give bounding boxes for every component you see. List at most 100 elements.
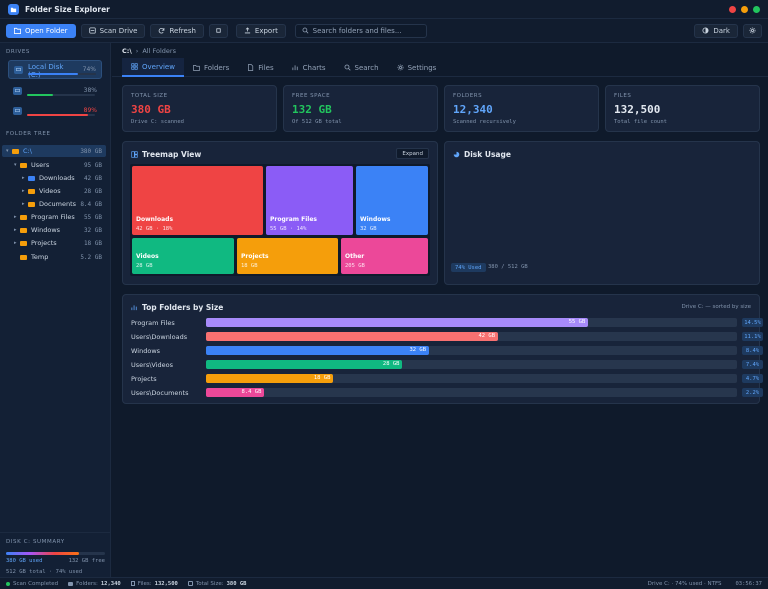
minimize-window-button[interactable] bbox=[741, 5, 748, 13]
tree-item-windows[interactable]: ▸ Windows 32 GB bbox=[2, 224, 106, 236]
folder-bar-value: 8.4 GB bbox=[241, 389, 262, 395]
scan-drive-label: Scan Drive bbox=[99, 26, 138, 35]
treemap-panel: Treemap View Expand Downloads 42 GB · 18… bbox=[122, 141, 438, 285]
treemap-tile-projects[interactable]: Projects 18 GB bbox=[237, 238, 338, 274]
tab-charts[interactable]: Charts bbox=[283, 58, 335, 77]
open-folder-button[interactable]: Open Folder bbox=[6, 23, 76, 38]
tree-item-temp[interactable]: Temp 5.2 GB bbox=[2, 251, 106, 263]
breadcrumb-separator: › bbox=[135, 47, 139, 55]
drive-icon bbox=[88, 27, 96, 34]
chevron-down-icon[interactable]: ▾ bbox=[14, 162, 17, 168]
chevron-right-icon[interactable]: ▸ bbox=[22, 175, 25, 181]
tree-item-projects[interactable]: ▸ Projects 18 GB bbox=[2, 237, 106, 249]
tree-item-videos[interactable]: ▸ Videos 28 GB bbox=[2, 185, 106, 197]
folder-bar-row[interactable]: Users\Documents 8.4 GB 2.2% bbox=[131, 388, 763, 398]
chevron-right-icon[interactable]: ▸ bbox=[14, 227, 17, 233]
tab-label: Folders bbox=[203, 63, 230, 72]
maximize-window-button[interactable] bbox=[753, 5, 760, 13]
folder-bar-value: 55 GB bbox=[568, 319, 586, 325]
folder-bar-percent: 4.7% bbox=[742, 374, 763, 383]
hard-drive-icon bbox=[13, 86, 22, 95]
chevron-right-icon[interactable]: ▸ bbox=[22, 201, 25, 207]
gear-icon bbox=[397, 64, 404, 71]
window-controls bbox=[729, 5, 760, 13]
tile-name: Program Files bbox=[270, 216, 317, 223]
folder-bar-track: 32 GB bbox=[206, 346, 737, 355]
folder-bar-value: 18 GB bbox=[313, 375, 331, 381]
stat-card-free-space: FREE SPACE 132 GB Of 512 GB total bbox=[283, 85, 438, 132]
disk-usage-panel: Disk Usage bbox=[444, 141, 760, 285]
folder-bar-row[interactable]: Users\Videos 28 GB 7.4% bbox=[131, 360, 763, 370]
drive-2[interactable]: 38% bbox=[8, 81, 102, 100]
tree-item-documents[interactable]: ▸ Documents 8.4 GB bbox=[2, 198, 106, 210]
tab-folders[interactable]: Folders bbox=[184, 58, 238, 77]
disk-summary: DISK C: SUMMARY 380 GB used 132 GB free … bbox=[0, 532, 111, 577]
drive-c[interactable]: Local Disk (C:) 74% bbox=[8, 60, 102, 79]
treemap-title: Treemap View bbox=[131, 150, 201, 159]
treemap-tile-windows[interactable]: Windows 32 GB bbox=[356, 166, 428, 235]
chevron-down-icon[interactable]: ▾ bbox=[6, 148, 9, 154]
stop-icon bbox=[216, 28, 221, 33]
tree-item-c-root[interactable]: ▾ C:\ 380 GB bbox=[2, 145, 106, 157]
chevron-right-icon[interactable]: ▸ bbox=[14, 214, 17, 220]
theme-toggle-button[interactable]: Dark bbox=[694, 23, 738, 38]
status-dot-icon bbox=[6, 581, 10, 586]
folder-bar-row[interactable]: Users\Downloads 42 GB 11.1% bbox=[131, 332, 763, 342]
grid-icon bbox=[131, 63, 138, 70]
treemap-tile-program-files[interactable]: Program Files 55 GB · 14% bbox=[266, 166, 353, 235]
stop-button[interactable] bbox=[208, 23, 228, 38]
treemap-tile-videos[interactable]: Videos 28 GB bbox=[132, 238, 234, 274]
folder-bar-row[interactable]: Projects 18 GB 4.7% bbox=[131, 374, 763, 384]
tile-sub: 32 GB bbox=[360, 226, 377, 232]
usage-text: 380 / 512 GB bbox=[488, 264, 528, 270]
chevron-right-icon[interactable]: ▸ bbox=[22, 188, 25, 194]
open-folder-label: Open Folder bbox=[25, 26, 68, 35]
folder-bar-row[interactable]: Program Files 55 GB 14.5% bbox=[131, 318, 763, 328]
search-box[interactable] bbox=[294, 23, 427, 38]
tile-sub: 55 GB · 14% bbox=[270, 226, 307, 232]
tile-name: Other bbox=[345, 253, 365, 260]
tab-settings[interactable]: Settings bbox=[388, 58, 446, 77]
folder-bar-label: Windows bbox=[131, 347, 161, 355]
folder-bar-fill: 28 GB bbox=[206, 360, 403, 369]
breadcrumb-root[interactable]: C:\ bbox=[122, 47, 132, 55]
treemap-tile-other[interactable]: Other 205 GB bbox=[341, 238, 428, 274]
tab-files[interactable]: Files bbox=[238, 58, 282, 77]
title-bar: Folder Size Explorer bbox=[0, 0, 768, 19]
sidebar: DRIVES Local Disk (C:) 74% 38% 89% FOLDE… bbox=[0, 43, 111, 577]
expand-button[interactable]: Expand bbox=[396, 148, 429, 159]
tree-item-size: 5.2 GB bbox=[80, 253, 102, 261]
refresh-label: Refresh bbox=[169, 26, 196, 35]
tree-item-size: 28 GB bbox=[83, 187, 102, 195]
refresh-icon bbox=[159, 28, 165, 34]
stat-label: FILES bbox=[614, 93, 632, 99]
tree-item-downloads[interactable]: ▸ Downloads 42 GB bbox=[2, 172, 106, 184]
settings-button[interactable] bbox=[743, 23, 762, 38]
folder-icon bbox=[193, 65, 200, 71]
folder-bar-value: 28 GB bbox=[382, 361, 400, 367]
folder-bar-row[interactable]: Windows 32 GB 8.4% bbox=[131, 346, 763, 356]
stat-label: FOLDERS bbox=[453, 93, 483, 99]
tree-item-users[interactable]: ▾ Users 95 GB bbox=[2, 159, 106, 171]
search-input[interactable] bbox=[312, 26, 420, 35]
tab-search[interactable]: Search bbox=[335, 58, 388, 77]
scan-drive-button[interactable]: Scan Drive bbox=[80, 23, 146, 38]
total-size: Total Size: 380 GB bbox=[187, 581, 246, 587]
status-bar: Scan Completed Folders: 12,340 Files: 13… bbox=[0, 577, 768, 589]
tile-sub: 18 GB bbox=[241, 263, 258, 269]
export-button[interactable]: Export bbox=[235, 23, 286, 38]
tree-item-program-files[interactable]: ▸ Program Files 55 GB bbox=[2, 211, 106, 223]
tree-item-label: Temp bbox=[31, 253, 49, 261]
treemap-icon bbox=[131, 151, 138, 158]
treemap-tile-downloads[interactable]: Downloads 42 GB · 18% bbox=[132, 166, 263, 235]
drive-3[interactable]: 89% bbox=[8, 101, 102, 120]
bar-chart-icon bbox=[131, 305, 137, 311]
tab-overview[interactable]: Overview bbox=[122, 58, 184, 77]
refresh-button[interactable]: Refresh bbox=[150, 23, 204, 38]
folder-bar-label: Users\Documents bbox=[131, 389, 189, 397]
close-window-button[interactable] bbox=[729, 5, 736, 13]
folder-bar-fill: 42 GB bbox=[206, 332, 499, 341]
disk-summary-bar bbox=[6, 552, 105, 555]
drives-label: DRIVES bbox=[6, 49, 31, 55]
chevron-right-icon[interactable]: ▸ bbox=[14, 240, 17, 246]
